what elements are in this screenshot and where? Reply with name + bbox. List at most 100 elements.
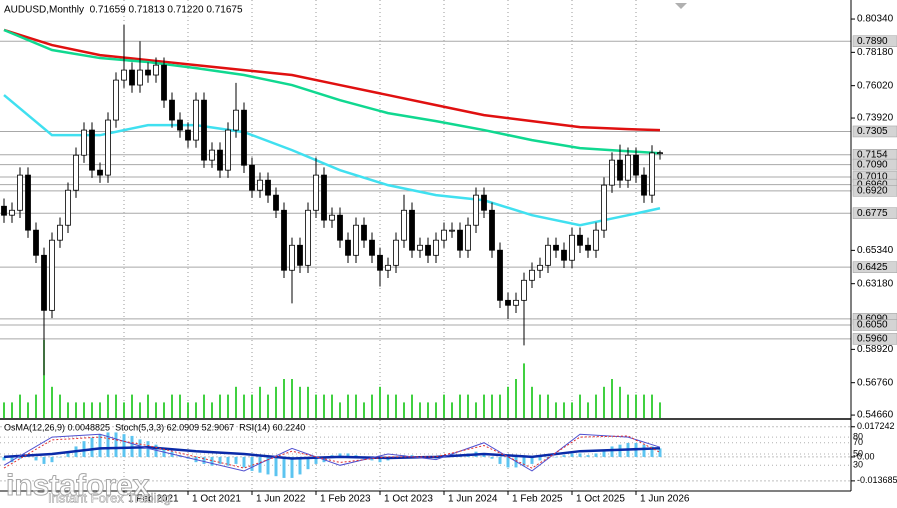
candle-body <box>505 299 511 306</box>
volume-bar <box>323 394 325 418</box>
volume-bar <box>611 379 613 418</box>
osma-bar <box>298 456 302 475</box>
volume-bar <box>155 402 157 418</box>
y2-tick-label: 50 <box>853 448 863 458</box>
osma-bar <box>602 449 606 457</box>
volume-bar <box>427 402 429 418</box>
candle-body <box>73 154 79 191</box>
volume-bar <box>587 402 589 418</box>
volume-bar <box>43 340 45 418</box>
level-label: 0.6775 <box>857 208 888 219</box>
candle-body <box>449 229 455 232</box>
osma-bar <box>242 456 246 468</box>
candle-body <box>249 164 255 191</box>
candle-body <box>89 129 95 171</box>
candle-body <box>617 159 623 181</box>
y2-tick-label: 70 <box>853 437 863 447</box>
volume-bar <box>595 394 597 418</box>
volume-bar <box>83 402 85 418</box>
candle-body <box>577 234 583 246</box>
volume-bar <box>219 394 221 418</box>
volume-bar <box>659 402 661 418</box>
volume-bar <box>235 386 237 418</box>
osma-bar <box>650 446 654 457</box>
volume-bar <box>307 386 309 418</box>
osma-bar <box>562 455 566 457</box>
volume-bar <box>451 402 453 418</box>
candle-body <box>561 249 567 261</box>
watermark-tagline: Instant Forex Trading <box>48 490 171 505</box>
candle-body <box>385 264 391 271</box>
osma-bar <box>146 441 150 457</box>
candle-body <box>97 169 103 176</box>
volume-bar <box>355 394 357 418</box>
volume-bar <box>491 394 493 418</box>
y-tick-label: 0.63180 <box>857 278 894 289</box>
volume-bar <box>339 402 341 418</box>
volume-bar <box>91 402 93 418</box>
volume-bar <box>211 402 213 418</box>
osma-bar <box>58 456 62 458</box>
volume-bar <box>619 386 621 418</box>
y-tick-label: -0.013685 <box>857 475 897 485</box>
osma-bar <box>106 432 110 457</box>
level-label-box <box>852 125 897 138</box>
osma-bar <box>258 456 262 473</box>
level-label: 0.7010 <box>857 172 888 183</box>
volume-bar <box>75 402 77 418</box>
volume-bar <box>283 379 285 418</box>
osma-bar <box>290 456 294 478</box>
candle-body <box>609 159 615 186</box>
volume-bar <box>267 394 269 418</box>
volume-bar <box>395 394 397 418</box>
candle-body <box>377 254 383 271</box>
volume-bar <box>131 394 133 418</box>
level-label: 0.7890 <box>857 36 888 47</box>
osma-bar <box>314 456 318 464</box>
volume-bar <box>299 386 301 418</box>
y-tick-label: 0.58920 <box>857 344 894 355</box>
candle-body <box>9 209 15 216</box>
volume-bar <box>459 394 461 418</box>
candle-body <box>361 224 367 241</box>
candle-body <box>81 129 87 156</box>
candle-body <box>625 154 631 181</box>
indicator-line <box>3 435 661 469</box>
volume-bar <box>411 394 413 418</box>
level-label: 0.7305 <box>857 126 888 137</box>
level-label: 0.6920 <box>857 185 888 196</box>
candle-body <box>513 299 519 306</box>
moving-average <box>3 28 661 132</box>
volume-bar <box>539 394 541 418</box>
chart-shift-marker <box>675 3 687 9</box>
volume-bar <box>419 402 421 418</box>
candle-body <box>113 79 119 121</box>
volume-bar <box>315 394 317 418</box>
osma-bar <box>250 456 254 471</box>
level-label-box <box>852 35 897 47</box>
osma-bar <box>266 456 270 475</box>
candle-body <box>233 109 239 131</box>
candle-body <box>633 154 639 176</box>
candle-body <box>305 209 311 266</box>
osma-bar <box>210 456 214 466</box>
candle-body <box>425 244 431 256</box>
osma-bar <box>42 456 46 464</box>
y-tick-label: 0.65340 <box>857 245 894 256</box>
volume-bar <box>483 394 485 418</box>
candle-body <box>289 244 295 271</box>
candle-body <box>105 119 111 176</box>
candle-body <box>145 69 151 76</box>
osma-bar <box>658 448 662 457</box>
volume-bar <box>371 394 373 418</box>
osma-bar <box>338 453 342 457</box>
volume-bar <box>139 402 141 418</box>
level-label: 0.6425 <box>857 262 888 273</box>
volume-bar <box>187 402 189 418</box>
osma-bar <box>554 456 558 458</box>
candle-body <box>1 205 7 216</box>
y2-tick-label: 80 <box>853 431 863 441</box>
volume-bar <box>275 386 277 418</box>
candle-body <box>137 69 143 86</box>
